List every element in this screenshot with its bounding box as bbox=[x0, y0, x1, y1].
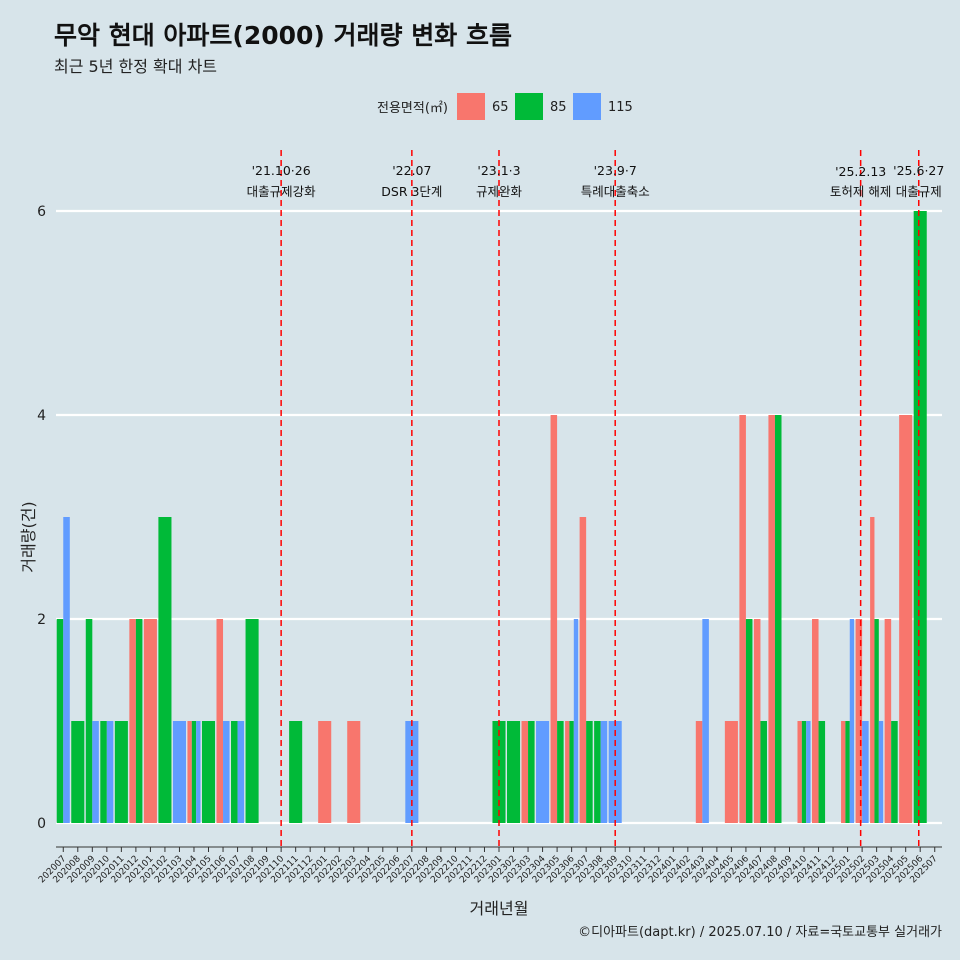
x-axis-title: 거래년월 bbox=[470, 899, 529, 918]
bar-202104-85 bbox=[191, 721, 197, 823]
bar-202411-85 bbox=[818, 721, 826, 823]
bar-202303-65 bbox=[521, 721, 529, 823]
bar-202306-115 bbox=[573, 619, 579, 823]
bar-202306-85 bbox=[569, 721, 574, 823]
bar-202403-65 bbox=[695, 721, 703, 823]
bar-202011-85 bbox=[114, 721, 128, 823]
bar-202308-85 bbox=[594, 721, 601, 823]
bar-202410-85 bbox=[801, 721, 807, 823]
bar-202506-85 bbox=[913, 211, 927, 823]
y-tick-label: 0 bbox=[37, 816, 46, 832]
legend-label-65: 65 bbox=[492, 100, 509, 115]
bar-202107-85 bbox=[231, 721, 238, 823]
chart-subtitle: 최근 5년 한정 확대 차트 bbox=[54, 57, 218, 76]
event-markers: '21.10·26 대출규제강화 '22.07 DSR 3단계 '23.1·3 규제완화 '… bbox=[247, 150, 944, 847]
bar-202503-85 bbox=[874, 619, 879, 823]
event-date: '25.6·27 bbox=[893, 163, 944, 178]
bar-202102-85 bbox=[158, 517, 172, 823]
y-axis-title: 거래량(건) bbox=[19, 501, 38, 572]
y-tick-label: 6 bbox=[37, 204, 46, 220]
bar-202410-65 bbox=[797, 721, 802, 823]
bar-202410-115 bbox=[806, 721, 811, 823]
bar-202307-85 bbox=[586, 721, 593, 823]
bar-202405-65 bbox=[724, 721, 738, 823]
bar-202305-85 bbox=[557, 721, 564, 823]
bar-202009-85 bbox=[85, 619, 93, 823]
bar-202306-65 bbox=[565, 721, 570, 823]
event-label: DSR 3단계 bbox=[381, 184, 442, 199]
bar-202406-85 bbox=[745, 619, 753, 823]
legend: 전용면적(㎡) 65 85 115 bbox=[377, 93, 633, 120]
bar-202407-65 bbox=[753, 619, 761, 823]
bar-202108-85 bbox=[245, 619, 259, 823]
bar-202104-65 bbox=[187, 721, 192, 823]
event-date: '25.2.13 bbox=[835, 164, 886, 179]
bar-202106-65 bbox=[216, 619, 224, 823]
bar-202501-85 bbox=[845, 721, 850, 823]
event-date: '22.07 bbox=[392, 163, 431, 178]
bar-202504-65 bbox=[884, 619, 892, 823]
bar-202403-115 bbox=[702, 619, 709, 823]
bar-202106-115 bbox=[223, 721, 230, 823]
event-date: '23.1·3 bbox=[477, 163, 520, 178]
bar-202304-115 bbox=[536, 721, 550, 823]
bar-202103-115 bbox=[172, 721, 186, 823]
bar-202201-65 bbox=[318, 721, 332, 823]
source-caption: ©디아파트(dapt.kr) / 2025.07.10 / 자료=국토교통부 실… bbox=[578, 925, 942, 940]
bar-202107-115 bbox=[237, 721, 245, 823]
legend-swatch-65 bbox=[457, 93, 485, 120]
bar-202007-115 bbox=[63, 517, 70, 823]
bar-202010-115 bbox=[106, 721, 114, 823]
bar-202411-65 bbox=[812, 619, 819, 823]
bar-202408-85 bbox=[774, 415, 782, 823]
bar-202406-65 bbox=[739, 415, 746, 823]
y-tick-label: 2 bbox=[37, 612, 46, 628]
bar-202009-115 bbox=[92, 721, 99, 823]
bar-202408-65 bbox=[768, 415, 775, 823]
bar-202501-115 bbox=[849, 619, 855, 823]
bar-202502-115 bbox=[862, 721, 869, 823]
bar-202505-65 bbox=[899, 415, 913, 823]
bar-202501-65 bbox=[841, 721, 846, 823]
event-label: 대출규제 bbox=[896, 184, 942, 199]
bar-202104-115 bbox=[196, 721, 201, 823]
event-date: '21.10·26 bbox=[252, 163, 311, 178]
bar-202012-85 bbox=[135, 619, 143, 823]
bar-202105-85 bbox=[201, 721, 216, 823]
bar-202308-115 bbox=[600, 721, 608, 823]
event-label: 토허제 해제 bbox=[830, 184, 891, 199]
bar-202302-85 bbox=[506, 721, 521, 823]
bar-202007-85 bbox=[56, 619, 64, 823]
bar-202503-115 bbox=[878, 721, 884, 823]
event-label: 특례대출축소 bbox=[581, 184, 650, 199]
bar-202101-65 bbox=[143, 619, 157, 823]
bar-202307-65 bbox=[579, 517, 587, 823]
y-tick-label: 4 bbox=[37, 408, 46, 424]
legend-label-85: 85 bbox=[550, 100, 567, 115]
event-label: 규제완화 bbox=[476, 184, 523, 199]
bar-202008-85 bbox=[71, 721, 85, 823]
legend-title: 전용면적(㎡) bbox=[377, 101, 448, 116]
bars bbox=[56, 211, 927, 823]
bar-202012-65 bbox=[129, 619, 136, 823]
legend-swatch-85 bbox=[515, 93, 543, 120]
bar-202504-85 bbox=[891, 721, 898, 823]
bar-202203-65 bbox=[347, 721, 361, 823]
bar-202502-65 bbox=[855, 619, 863, 823]
event-date: '23.9·7 bbox=[594, 163, 637, 178]
legend-swatch-115 bbox=[573, 93, 601, 120]
legend-label-115: 115 bbox=[608, 100, 633, 115]
bar-202303-85 bbox=[528, 721, 535, 823]
bar-202111-85 bbox=[289, 721, 303, 823]
bar-202503-65 bbox=[870, 517, 875, 823]
event-label: 대출규제강화 bbox=[247, 184, 317, 199]
bar-202407-85 bbox=[760, 721, 767, 823]
bar-202010-85 bbox=[100, 721, 107, 823]
chart-title: 무악 현대 아파트(2000) 거래량 변화 흐름 bbox=[54, 21, 512, 50]
bar-202305-65 bbox=[550, 415, 558, 823]
